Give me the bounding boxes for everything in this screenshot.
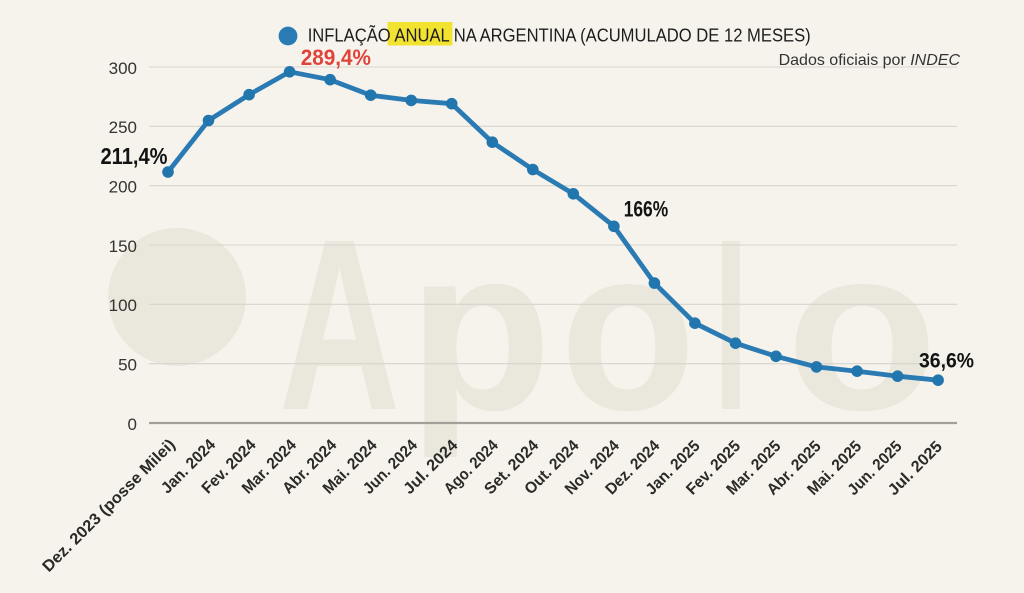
svg-text:250: 250	[109, 118, 137, 137]
svg-text:300: 300	[109, 59, 137, 78]
svg-text:200: 200	[109, 178, 137, 197]
svg-text:INFLAÇÃO ANUAL NA ARGENTINA (A: INFLAÇÃO ANUAL NA ARGENTINA (ACUMULADO D…	[308, 25, 811, 46]
svg-text:o: o	[560, 200, 696, 459]
svg-text:100: 100	[109, 296, 137, 315]
svg-text:36,6%: 36,6%	[919, 349, 974, 373]
svg-text:Dados oficiais por INDEC: Dados oficiais por INDEC	[779, 52, 961, 69]
svg-text:289,4%: 289,4%	[301, 45, 371, 70]
svg-text:p: p	[408, 200, 552, 459]
svg-text:50: 50	[118, 356, 137, 375]
svg-text:o: o	[786, 200, 938, 459]
svg-text:150: 150	[109, 237, 137, 256]
svg-text:A: A	[279, 188, 400, 461]
svg-text:0: 0	[128, 415, 137, 434]
svg-text:211,4%: 211,4%	[101, 143, 168, 169]
svg-text:166%: 166%	[624, 197, 669, 222]
svg-text:l: l	[713, 200, 749, 459]
